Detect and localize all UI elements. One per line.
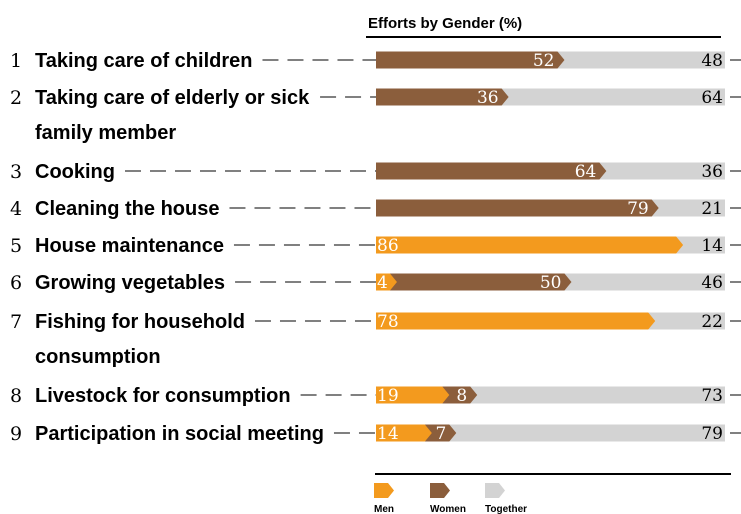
bar-segment-men bbox=[376, 236, 684, 254]
row-label-line-2: family member bbox=[35, 122, 176, 144]
bar-segment-women bbox=[442, 386, 478, 404]
bar-segment-together bbox=[676, 236, 725, 254]
legend-item-men: Men bbox=[374, 483, 394, 514]
value-label: 21 bbox=[701, 199, 723, 219]
value-label: 73 bbox=[701, 386, 723, 406]
row-label: Participation in social meeting bbox=[35, 423, 324, 445]
row-label: House maintenance bbox=[35, 235, 224, 257]
row-label: Fishing for household bbox=[35, 311, 245, 333]
row-label: Growing vegetables bbox=[35, 272, 225, 294]
legend-label: Women bbox=[430, 504, 466, 514]
chart-rows: 1 Taking care of children 52 482 Taking care… bbox=[10, 50, 741, 445]
value-label: 4 bbox=[377, 273, 388, 293]
row-label-line-2: consumption bbox=[35, 346, 161, 368]
bar-segment-together bbox=[501, 88, 725, 106]
chart-row: 8 Livestock for consumption 19 8 73 bbox=[10, 385, 741, 407]
chart-title: Efforts by Gender (%) bbox=[368, 15, 522, 32]
legend-label: Together bbox=[485, 504, 527, 514]
value-label: 79 bbox=[627, 199, 649, 219]
bar-segment-together bbox=[564, 273, 725, 291]
bar-segment-women bbox=[424, 424, 457, 442]
value-label: 7 bbox=[435, 424, 446, 444]
value-label: 50 bbox=[540, 273, 562, 293]
bar-segment-women bbox=[376, 162, 607, 180]
row-number: 3 bbox=[10, 161, 22, 183]
bar-segment-women bbox=[376, 199, 659, 217]
row-number: 2 bbox=[10, 87, 22, 109]
chart-row: 4 Cleaning the house 79 21 bbox=[10, 198, 741, 220]
bar-segment-together bbox=[557, 51, 725, 69]
bar-segment-together bbox=[470, 386, 725, 404]
row-label: Cooking bbox=[35, 161, 115, 183]
legend-swatch bbox=[430, 483, 450, 498]
chart-row: 2 Taking care of elderly or sick family me… bbox=[10, 87, 741, 144]
chart-row: 5 House maintenance 86 14 bbox=[10, 235, 741, 257]
bar-segment-together bbox=[449, 424, 725, 442]
chart-row: 9 Participation in social meeting 14 7 79 bbox=[10, 423, 741, 445]
value-label: 8 bbox=[456, 386, 467, 406]
bar-segment-women bbox=[376, 88, 509, 106]
value-label: 22 bbox=[701, 312, 723, 332]
row-label: Livestock for consumption bbox=[35, 385, 291, 407]
value-label: 64 bbox=[575, 162, 597, 182]
legend-item-together: Together bbox=[485, 483, 527, 514]
row-label: Cleaning the house bbox=[35, 198, 219, 220]
legend-label: Men bbox=[374, 504, 394, 514]
value-label: 36 bbox=[477, 88, 499, 108]
value-label: 86 bbox=[377, 236, 399, 256]
legend-swatch bbox=[485, 483, 505, 498]
bar-segment-women bbox=[389, 273, 572, 291]
bar-segment-men bbox=[376, 386, 450, 404]
row-label: Taking care of elderly or sick bbox=[35, 87, 310, 109]
chart-row: 3 Cooking 64 36 bbox=[10, 161, 741, 183]
bar-segment-men bbox=[376, 424, 432, 442]
value-label: 79 bbox=[701, 424, 723, 444]
bar-segment-together bbox=[651, 199, 725, 217]
value-label: 78 bbox=[377, 312, 399, 332]
row-number: 6 bbox=[10, 272, 22, 294]
value-label: 52 bbox=[533, 51, 555, 71]
value-label: 19 bbox=[377, 386, 399, 406]
value-label: 48 bbox=[701, 51, 723, 71]
bar-segment-women bbox=[376, 51, 565, 69]
row-number: 7 bbox=[10, 311, 22, 333]
legend: Men Women Together bbox=[374, 483, 527, 514]
value-label: 36 bbox=[701, 162, 723, 182]
value-label: 14 bbox=[377, 424, 399, 444]
row-label: Taking care of children bbox=[35, 50, 252, 72]
chart-row: 1 Taking care of children 52 48 bbox=[10, 50, 741, 72]
legend-swatch bbox=[374, 483, 394, 498]
value-label: 46 bbox=[701, 273, 723, 293]
legend-item-women: Women bbox=[430, 483, 466, 514]
bar-segment-men bbox=[376, 273, 397, 291]
value-label: 64 bbox=[701, 88, 723, 108]
chart-row: 6 Growing vegetables 4 50 46 bbox=[10, 272, 741, 294]
bar-segment-together bbox=[648, 312, 725, 330]
row-number: 5 bbox=[10, 235, 22, 257]
row-number: 9 bbox=[10, 423, 22, 445]
row-number: 4 bbox=[10, 198, 22, 220]
bar-segment-men bbox=[376, 312, 656, 330]
row-number: 8 bbox=[10, 385, 22, 407]
row-number: 1 bbox=[10, 50, 22, 72]
chart-row: 7 Fishing for household consumption 78 22 bbox=[10, 311, 741, 368]
bar-segment-together bbox=[599, 162, 725, 180]
value-label: 14 bbox=[701, 236, 723, 256]
